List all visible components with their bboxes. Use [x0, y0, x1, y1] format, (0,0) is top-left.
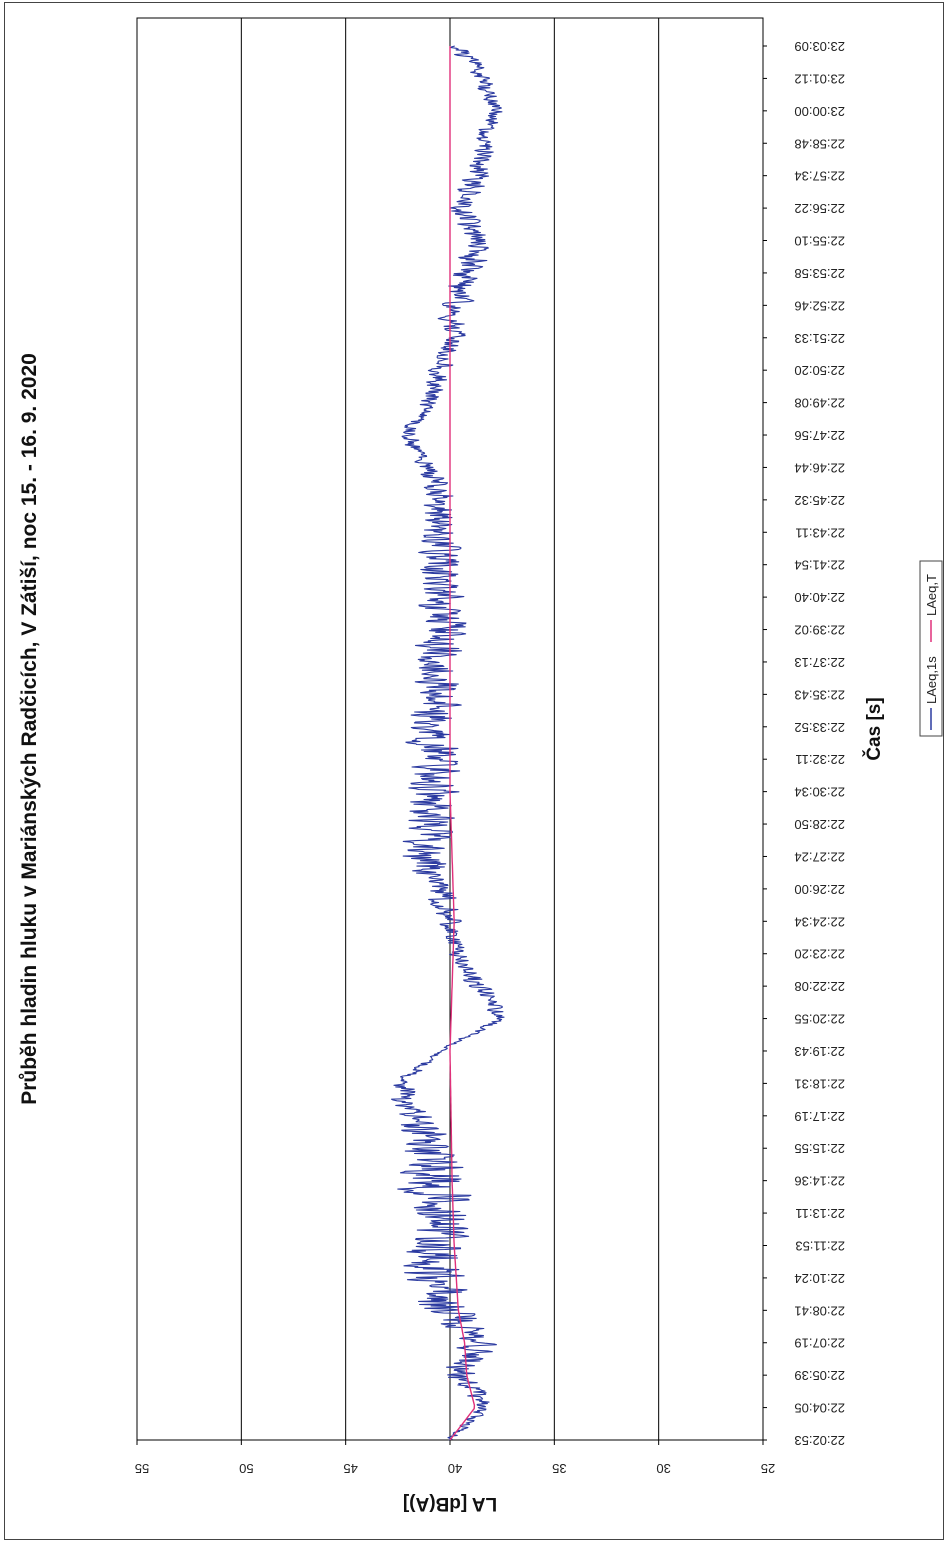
legend: LAeq,1s LAeq,T — [919, 560, 943, 737]
time-axis-title: Čas [s] — [863, 697, 885, 760]
time-tick-label: 22:57:34 — [794, 169, 845, 184]
legend-label-laeq1s: LAeq,1s — [924, 656, 939, 704]
value-tick-label: 50 — [239, 1461, 253, 1476]
value-tick-label: 25 — [761, 1461, 775, 1476]
time-tick-label: 22:22:08 — [794, 979, 845, 994]
time-tick-label: 22:32:11 — [795, 752, 845, 767]
chart-title: Průběh hladin hluku v Mariánských Radčic… — [18, 353, 41, 1105]
time-tick-label: 22:08:41 — [794, 1303, 845, 1318]
time-tick-label: 22:11:53 — [795, 1238, 845, 1253]
time-tick-label: 22:24:34 — [794, 914, 845, 929]
time-tick-label: 22:39:02 — [794, 623, 845, 638]
time-tick-label: 22:49:08 — [794, 396, 845, 411]
time-tick-label: 22:20:55 — [794, 1012, 845, 1027]
time-tick-label: 22:18:31 — [794, 1076, 845, 1091]
series-laeq1s-line — [390, 45, 505, 1441]
time-tick-label: 22:40:40 — [794, 590, 845, 605]
time-tick-label: 22:55:10 — [794, 234, 845, 249]
time-tick-label: 22:45:32 — [794, 493, 845, 508]
time-tick-label: 22:37:13 — [794, 655, 845, 670]
time-tick-label: 22:58:48 — [794, 136, 845, 151]
time-tick-label: 22:41:54 — [794, 558, 845, 573]
time-tick-label: 22:28:50 — [794, 817, 845, 832]
time-tick-label: 22:19:43 — [794, 1044, 845, 1059]
legend-box — [919, 560, 943, 737]
time-tick-label: 23:01:12 — [794, 71, 845, 86]
time-tick-label: 22:52:46 — [794, 298, 845, 313]
time-tick-label: 22:26:00 — [794, 882, 845, 897]
value-tick-label: 35 — [552, 1461, 566, 1476]
series-group — [390, 45, 505, 1441]
time-tick-label: 23:00:00 — [794, 104, 845, 119]
time-tick-label: 23:03:09 — [794, 39, 845, 54]
time-tick-label: 22:53:58 — [794, 266, 845, 281]
time-tick-label: 22:46:44 — [794, 460, 845, 475]
time-tick-label: 22:30:34 — [794, 785, 845, 800]
time-tick-label: 22:35:43 — [794, 687, 845, 702]
value-tick-label: 45 — [343, 1461, 357, 1476]
time-tick-label: 22:50:20 — [794, 363, 845, 378]
time-tick-label: 22:56:22 — [794, 201, 845, 216]
time-tick-label: 22:15:55 — [794, 1141, 845, 1156]
time-tick-label: 22:07:19 — [794, 1336, 845, 1351]
value-axis-ticks: 25 30 35 40 45 50 55 — [135, 1440, 775, 1476]
time-tick-label: 22:27:24 — [794, 849, 845, 864]
chart-frame — [4, 2, 944, 1540]
time-tick-label: 22:14:36 — [794, 1174, 845, 1189]
time-tick-label: 22:51:33 — [794, 331, 845, 346]
time-tick-label: 22:04:05 — [794, 1401, 845, 1416]
time-tick-label: 22:10:24 — [794, 1271, 845, 1286]
time-axis-ticks: 22:02:53 22:04:05 22:05:39 22:07:19 22:08:41… — [763, 39, 845, 1448]
value-axis-title: LA [dB(A)] — [403, 1493, 497, 1514]
value-tick-label: 30 — [656, 1461, 670, 1476]
time-tick-label: 22:43:11 — [795, 525, 845, 540]
value-tick-label: 40 — [448, 1461, 462, 1476]
time-tick-label: 22:05:39 — [794, 1368, 845, 1383]
time-tick-label: 22:02:53 — [794, 1433, 845, 1448]
time-tick-label: 22:17:19 — [794, 1109, 845, 1124]
time-tick-label: 22:13:11 — [795, 1206, 845, 1221]
legend-label-laeqt: LAeq,T — [924, 574, 939, 616]
time-tick-label: 22:23:20 — [794, 947, 845, 962]
series-laeqt-line — [449, 46, 476, 1441]
value-tick-label: 55 — [135, 1461, 149, 1476]
time-tick-label: 22:33:52 — [794, 720, 845, 735]
time-tick-label: 22:47:56 — [794, 428, 845, 443]
